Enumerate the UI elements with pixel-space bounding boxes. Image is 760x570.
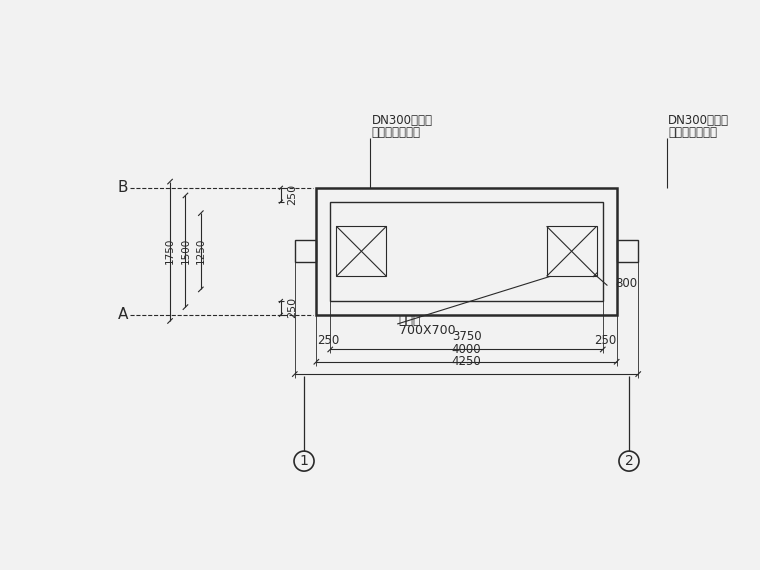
Text: DN300出水管: DN300出水管 [372, 114, 432, 127]
Text: 4000: 4000 [451, 343, 481, 356]
Text: 700X700: 700X700 [399, 324, 455, 337]
Text: 250: 250 [287, 184, 296, 205]
Bar [330, 202, 603, 301]
Text: 3750: 3750 [451, 330, 481, 343]
Text: 1750: 1750 [165, 238, 175, 264]
Text: 4250: 4250 [451, 355, 481, 368]
Text: 2: 2 [625, 454, 633, 468]
Bar [295, 241, 316, 262]
Text: DN300进水管: DN300进水管 [668, 114, 730, 127]
Text: 方向可自由调整: 方向可自由调整 [668, 126, 717, 139]
Text: 检查井: 检查井 [399, 314, 421, 327]
Text: 1500: 1500 [180, 238, 191, 264]
Text: 1: 1 [299, 454, 309, 468]
Text: 250: 250 [317, 333, 339, 347]
Bar [316, 188, 616, 315]
Bar [546, 226, 597, 276]
Bar [616, 241, 638, 262]
Text: A: A [118, 307, 128, 322]
Text: 800: 800 [615, 276, 637, 290]
Text: 250: 250 [594, 333, 616, 347]
Bar [337, 226, 386, 276]
Text: 方向可自由调整: 方向可自由调整 [372, 126, 421, 139]
Text: 1250: 1250 [196, 238, 206, 264]
Text: 250: 250 [287, 298, 296, 319]
Text: B: B [118, 180, 128, 196]
